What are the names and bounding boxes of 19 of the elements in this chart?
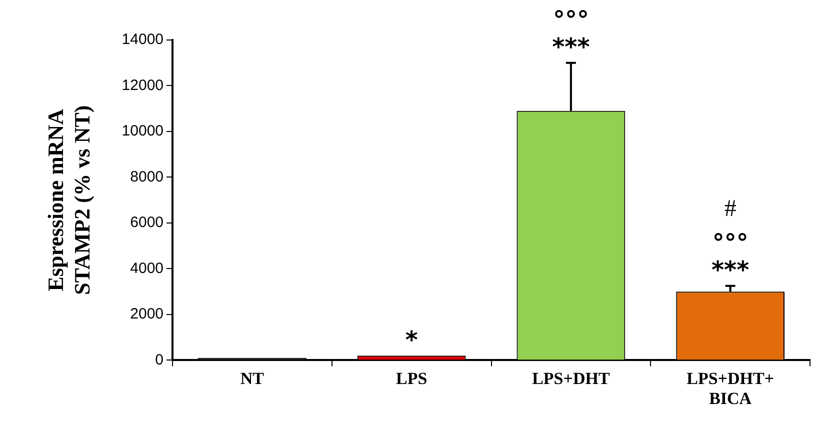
annotation: * <box>405 326 418 354</box>
x-tick-label: LPS+DHT+ BICA <box>686 368 774 408</box>
y-tick-label: 4000 <box>130 260 164 277</box>
y-tick-label: 10000 <box>122 122 164 140</box>
annotation: °°° <box>552 6 589 34</box>
x-tick-label: NT <box>240 368 265 388</box>
y-tick-label: 8000 <box>130 168 164 186</box>
annotation: *** <box>552 33 590 62</box>
y-tick-label: 14000 <box>122 31 164 48</box>
annotation: *** <box>711 256 750 284</box>
y-tick-label: 0 <box>155 351 164 368</box>
x-tick-label: LPS <box>396 368 428 388</box>
y-tick-label: 2000 <box>130 306 164 323</box>
x-tick-label: LPS+DHT <box>532 368 610 388</box>
annotation: # <box>724 196 736 222</box>
y-tick-label: 6000 <box>130 214 164 232</box>
y-tick-label: 12000 <box>122 76 164 94</box>
annotation: °°° <box>712 229 748 258</box>
y-axis-title: Espressione mRNA STAMP2 (% vs NT) <box>42 105 94 295</box>
